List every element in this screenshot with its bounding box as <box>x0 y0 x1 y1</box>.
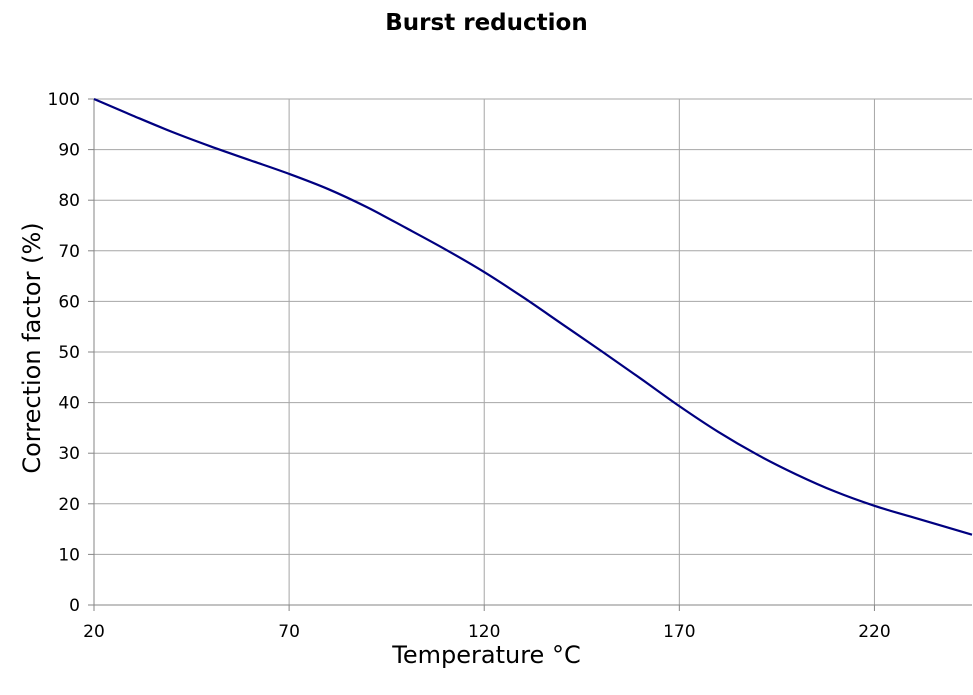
y-tick-label: 0 <box>69 596 80 616</box>
y-tick-label: 30 <box>58 444 80 464</box>
x-tick-label: 220 <box>858 622 890 642</box>
axes <box>88 98 972 611</box>
y-tick-label: 40 <box>58 394 80 414</box>
x-tick-label: 70 <box>278 622 300 642</box>
series-lines <box>93 97 973 536</box>
y-tick-label: 90 <box>58 141 80 161</box>
y-tick-label: 10 <box>58 545 80 565</box>
x-tick-label: 170 <box>663 622 695 642</box>
x-tick-label: 20 <box>83 622 105 642</box>
y-tick-label: 80 <box>58 191 80 211</box>
y-tick-label: 70 <box>58 242 80 262</box>
y-tick-label: 100 <box>48 90 80 110</box>
x-axis-label: Temperature °C <box>392 641 581 669</box>
tick-labels: 0 10 20 30 40 50 60 70 80 90 100 20 70 120 170 220 <box>48 90 891 642</box>
y-tick-label: 20 <box>58 495 80 515</box>
grid-lines <box>94 98 972 605</box>
y-tick-label: 50 <box>58 343 80 363</box>
series-line <box>93 97 973 536</box>
x-tick-label: 120 <box>468 622 500 642</box>
y-axis-label: Correction factor (%) <box>18 222 46 474</box>
chart-title: Burst reduction <box>385 10 588 36</box>
y-tick-label: 60 <box>58 292 80 312</box>
